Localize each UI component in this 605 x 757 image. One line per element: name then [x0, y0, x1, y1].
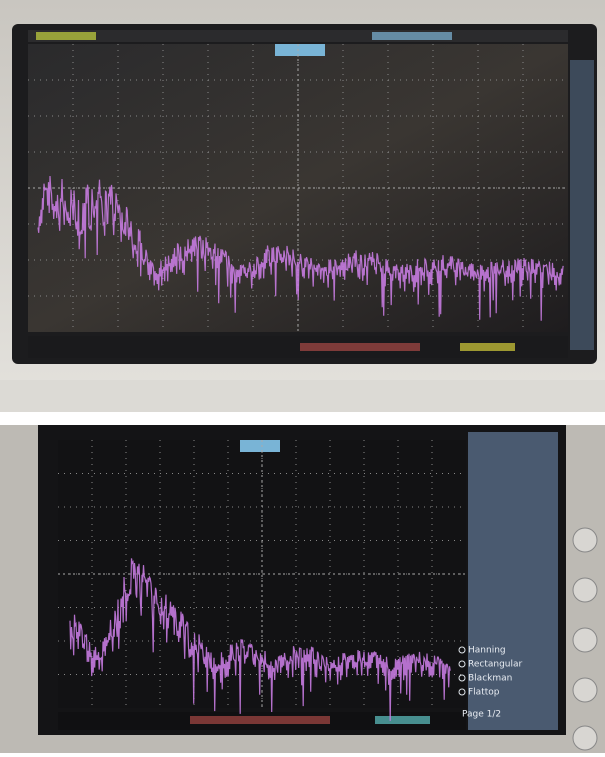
button — [573, 628, 597, 652]
readout — [300, 343, 420, 351]
bezel-lower — [0, 380, 605, 412]
readout — [375, 716, 430, 724]
button — [573, 678, 597, 702]
side-menu — [468, 432, 558, 730]
trigger-marker — [240, 440, 280, 452]
page-label: Page 1/2 — [462, 710, 501, 720]
menu-item: Hanning — [468, 646, 506, 656]
page: Page 1/2 Hanning Rectangular Blackman Flatt… — [0, 0, 605, 753]
status-bar — [28, 30, 568, 42]
readout — [460, 343, 515, 351]
menu-item: Rectangular — [468, 660, 523, 670]
side-menu — [570, 60, 594, 350]
photo-collage: Page 1/2 Hanning Rectangular Blackman Flatt… — [0, 0, 605, 753]
menu-item: Flattop — [468, 688, 500, 698]
readout — [190, 716, 330, 724]
button — [573, 528, 597, 552]
trigger-marker — [275, 44, 325, 56]
menu-item: Blackman — [468, 674, 512, 684]
button — [573, 726, 597, 750]
button — [573, 578, 597, 602]
status-indicator — [36, 32, 96, 40]
status-indicator — [372, 32, 452, 40]
